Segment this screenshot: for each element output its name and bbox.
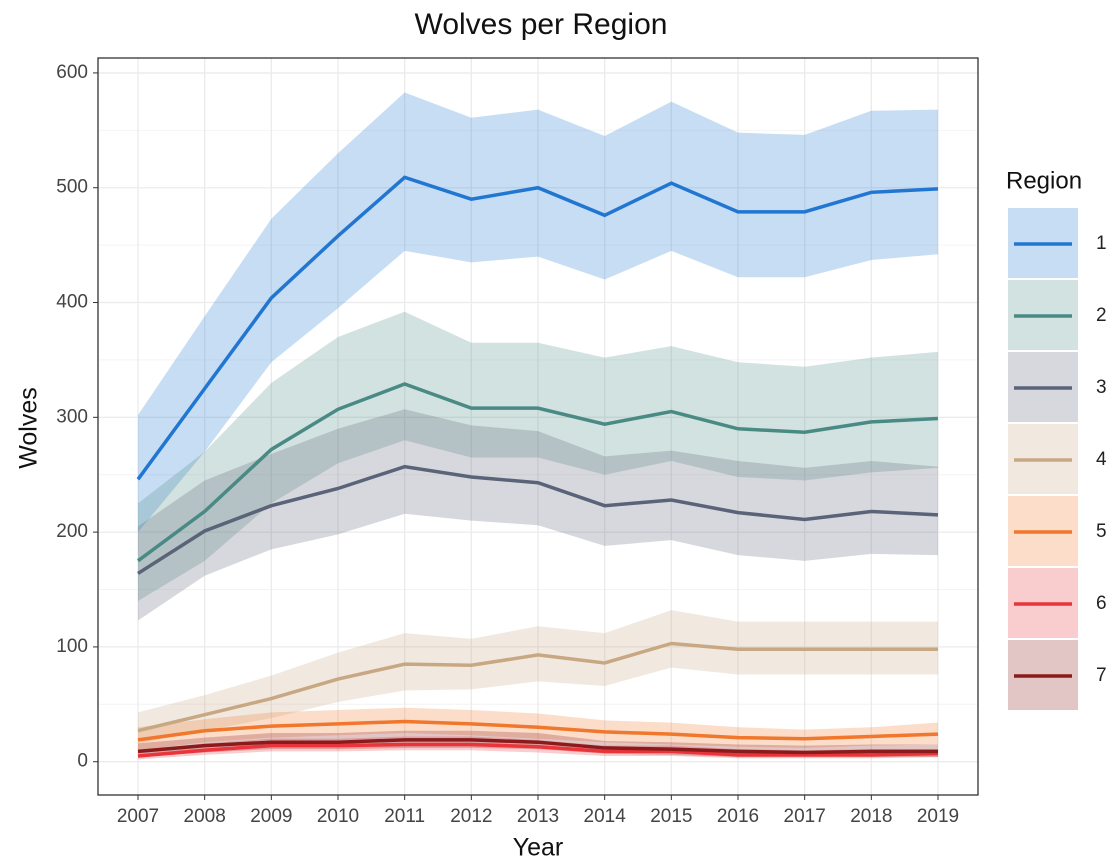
y-tick-label: 300 <box>56 406 88 427</box>
y-tick-label: 200 <box>56 521 88 542</box>
x-axis-title: Year <box>513 834 564 862</box>
chart-title: Wolves per Region <box>415 8 668 41</box>
series-line <box>137 641 938 733</box>
y-tick-label: 0 <box>77 751 88 772</box>
legend-title: Region <box>1006 167 1082 194</box>
y-axis-title: Wolves <box>15 387 43 469</box>
legend-label: 4 <box>1096 449 1107 470</box>
x-tick-label: 2009 <box>250 806 292 827</box>
y-tick-label: 400 <box>56 292 88 313</box>
series-line <box>137 719 939 742</box>
confidence-band <box>138 610 938 744</box>
legend-label: 5 <box>1096 521 1107 542</box>
x-tick-label: 2008 <box>184 806 226 827</box>
y-tick-label: 500 <box>56 177 88 198</box>
x-tick-label: 2015 <box>650 806 692 827</box>
series-line <box>136 175 939 481</box>
series-line <box>137 738 938 755</box>
plot-border <box>97 57 979 796</box>
x-tick-label: 2019 <box>917 806 959 827</box>
x-tick-label: 2010 <box>317 806 359 827</box>
legend-label: 2 <box>1096 305 1107 326</box>
legend-label: 6 <box>1096 593 1107 614</box>
series-line <box>136 382 939 563</box>
x-tick-label: 2017 <box>784 806 826 827</box>
y-tick-label: 600 <box>56 62 88 83</box>
x-tick-label: 2018 <box>850 806 892 827</box>
x-tick-label: 2016 <box>717 806 759 827</box>
legend-label: 7 <box>1096 665 1107 686</box>
x-tick-label: 2007 <box>117 806 159 827</box>
confidence-band <box>138 409 938 621</box>
series-line <box>137 742 939 758</box>
x-tick-label: 2013 <box>517 806 559 827</box>
y-tick-label: 100 <box>56 636 88 657</box>
legend-label: 1 <box>1096 233 1107 254</box>
confidence-band <box>138 92 938 533</box>
confidence-band <box>138 311 938 601</box>
legend-label: 3 <box>1096 377 1107 398</box>
series-line <box>137 464 939 575</box>
x-tick-label: 2012 <box>450 806 492 827</box>
x-tick-label: 2014 <box>584 806 627 827</box>
x-tick-label: 2011 <box>384 806 425 827</box>
